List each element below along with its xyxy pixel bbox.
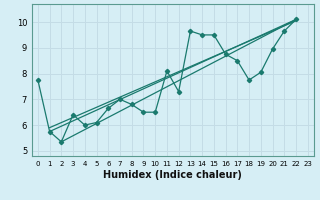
X-axis label: Humidex (Indice chaleur): Humidex (Indice chaleur) [103, 170, 242, 180]
